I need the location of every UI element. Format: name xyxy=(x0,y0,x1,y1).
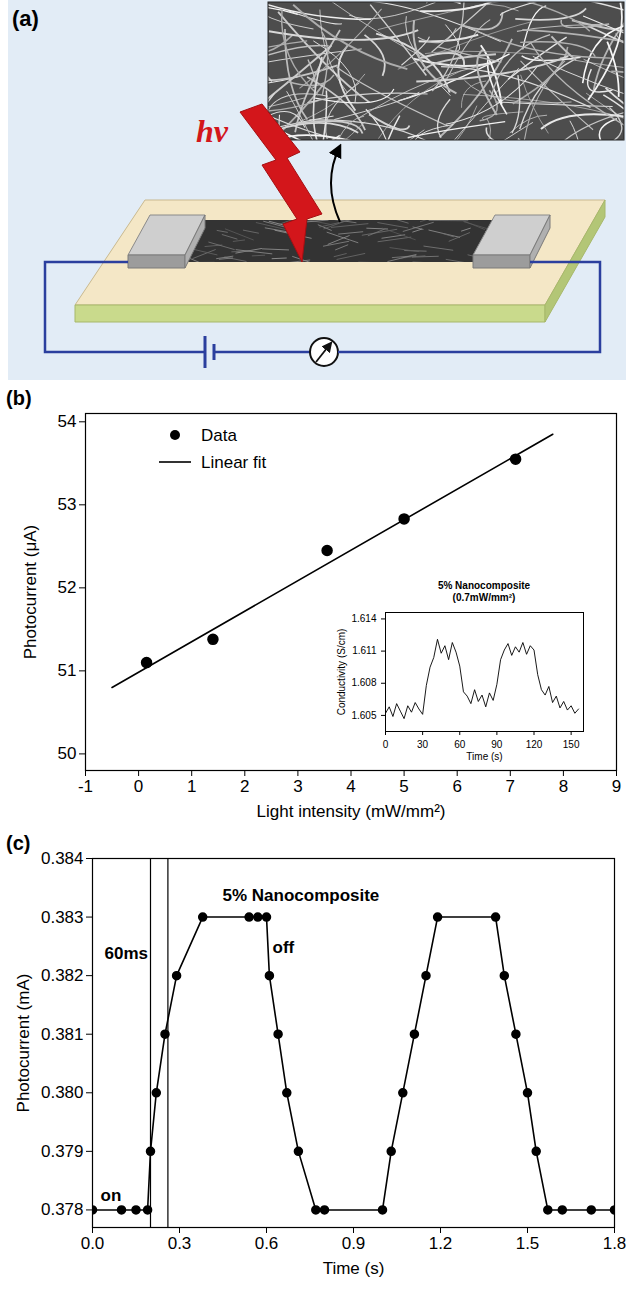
html-text:(b): (b) xyxy=(6,387,32,409)
svg-text:0.381: 0.381 xyxy=(41,1025,84,1044)
svg-text:60: 60 xyxy=(454,739,466,750)
svg-text:150: 150 xyxy=(563,739,580,750)
svg-text:4: 4 xyxy=(346,777,355,796)
svg-text:1.5: 1.5 xyxy=(516,1234,540,1253)
svg-text:1.2: 1.2 xyxy=(429,1234,453,1253)
svg-text:0.382: 0.382 xyxy=(41,966,84,985)
svg-text:off: off xyxy=(273,938,295,957)
svg-text:1.611: 1.611 xyxy=(352,645,377,656)
svg-text:5% Nanocomposite: 5% Nanocomposite xyxy=(223,886,380,905)
svg-text:90: 90 xyxy=(491,739,503,750)
html-text:5% Nanocomposite: 5% Nanocomposite xyxy=(437,580,531,591)
svg-text:0.383: 0.383 xyxy=(41,908,84,927)
svg-text:Time (s): Time (s) xyxy=(323,1259,385,1278)
svg-text:-1: -1 xyxy=(78,777,93,796)
svg-text:Photocurrent (μA): Photocurrent (μA) xyxy=(21,525,40,660)
svg-text:0.384: 0.384 xyxy=(41,849,84,868)
svg-text:30: 30 xyxy=(417,739,429,750)
svg-text:Data: Data xyxy=(201,426,237,445)
svg-text:Linear fit: Linear fit xyxy=(201,453,266,472)
svg-text:120: 120 xyxy=(526,739,543,750)
svg-text:on: on xyxy=(101,1186,122,1205)
svg-text:0.0: 0.0 xyxy=(81,1234,105,1253)
svg-text:(a): (a) xyxy=(12,6,39,31)
svg-text:0.379: 0.379 xyxy=(41,1142,84,1161)
svg-text:3: 3 xyxy=(293,777,302,796)
svg-text:50: 50 xyxy=(58,744,77,763)
html-text:(0.7mW/mm²): (0.7mW/mm²) xyxy=(452,592,516,603)
svg-text:1.605: 1.605 xyxy=(351,710,376,721)
svg-text:60ms: 60ms xyxy=(105,944,148,963)
html-text:(c): (c) xyxy=(6,832,31,854)
svg-text:5: 5 xyxy=(399,777,408,796)
svg-text:Conductivity (S/cm): Conductivity (S/cm) xyxy=(336,629,347,716)
svg-text:9: 9 xyxy=(612,777,621,796)
svg-text:Photocurrent (mA): Photocurrent (mA) xyxy=(14,974,33,1113)
svg-text:0.6: 0.6 xyxy=(255,1234,279,1253)
svg-text:1.608: 1.608 xyxy=(351,677,376,688)
svg-text:53: 53 xyxy=(58,495,77,514)
svg-text:0.9: 0.9 xyxy=(342,1234,366,1253)
svg-text:0: 0 xyxy=(134,777,143,796)
svg-text:Light intensity (mW/mm²): Light intensity (mW/mm²) xyxy=(257,802,446,821)
svg-text:51: 51 xyxy=(58,661,77,680)
svg-text:1: 1 xyxy=(187,777,196,796)
svg-text:0.378: 0.378 xyxy=(41,1200,84,1219)
svg-text:7: 7 xyxy=(506,777,515,796)
svg-text:8: 8 xyxy=(559,777,568,796)
svg-text:Time (s): Time (s) xyxy=(466,751,502,762)
svg-text:54: 54 xyxy=(58,412,77,431)
svg-text:0.3: 0.3 xyxy=(168,1234,192,1253)
svg-text:hv: hv xyxy=(196,113,229,149)
svg-text:1.8: 1.8 xyxy=(603,1234,627,1253)
svg-text:52: 52 xyxy=(58,578,77,597)
svg-text:1.614: 1.614 xyxy=(351,613,376,624)
svg-text:0: 0 xyxy=(383,739,389,750)
svg-text:2: 2 xyxy=(240,777,249,796)
svg-text:6: 6 xyxy=(452,777,461,796)
svg-text:0.380: 0.380 xyxy=(41,1083,84,1102)
